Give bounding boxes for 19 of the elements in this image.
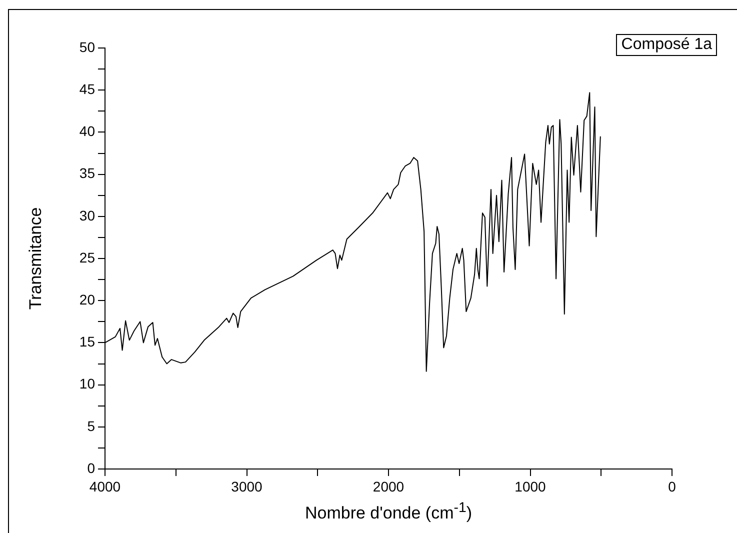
y-tick-label: 40	[79, 123, 96, 140]
x-tick-label: 4000	[89, 478, 121, 494]
y-tick-label: 50	[79, 38, 96, 55]
x-tick-label: 0	[668, 478, 676, 494]
y-tick-label: 10	[79, 376, 96, 392]
y-tick-label: 15	[79, 334, 96, 350]
y-tick-label: 0	[87, 460, 96, 476]
y-tick-label: 25	[79, 249, 96, 266]
y-tick-label: 20	[79, 291, 96, 308]
x-tick-label: 3000	[231, 478, 263, 494]
x-tick-label: 1000	[514, 478, 546, 494]
y-tick-label: 5	[87, 418, 96, 434]
y-tick-label: 45	[79, 80, 96, 97]
x-tick-label: 2000	[372, 478, 404, 494]
x-axis-title: Nombre d'onde (cm$^{-1}$)	[304, 500, 473, 524]
y-tick-label: 35	[79, 165, 96, 182]
text: Composé 1a	[616, 34, 717, 56]
y-tick-label: 30	[79, 207, 96, 224]
y-axis-title: Transmitance	[26, 207, 45, 310]
